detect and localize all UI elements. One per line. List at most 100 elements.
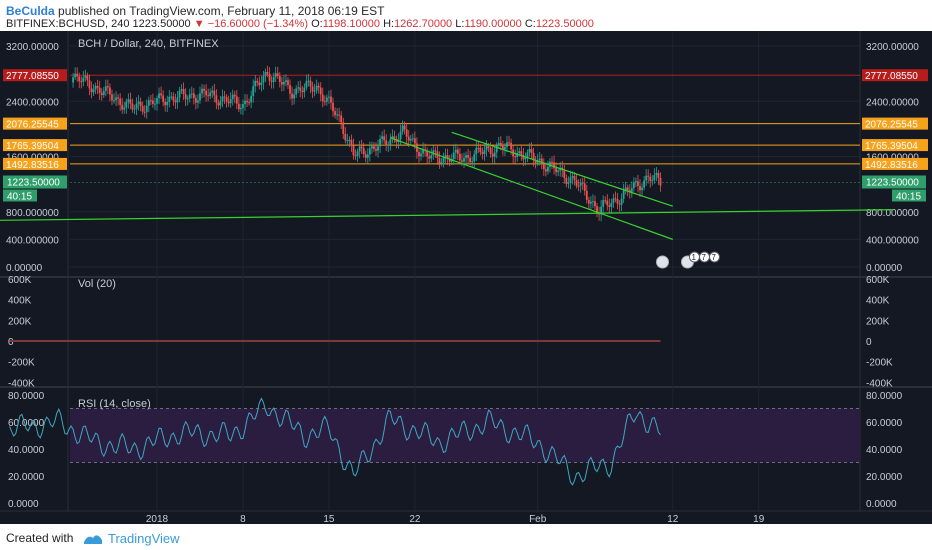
rsi-line (9, 397, 661, 486)
candle-body (524, 158, 527, 160)
candle-body (313, 90, 316, 92)
candle-body (199, 93, 201, 101)
long-term-trendline (0, 209, 894, 221)
candle-body (180, 89, 183, 91)
time-axis-tick: 22 (409, 514, 421, 524)
candle-body (377, 146, 379, 151)
candle-body (338, 114, 341, 116)
candle-body (542, 162, 545, 170)
candle-body (287, 80, 289, 86)
candle-body (471, 161, 474, 163)
candle-body (123, 107, 126, 110)
candle-body (203, 88, 205, 91)
high-value: 1262.70000 (394, 18, 453, 30)
candle-body (399, 131, 402, 140)
candle-body (217, 102, 220, 106)
down-arrow-icon: ▼ (193, 18, 205, 30)
candle-body (581, 182, 584, 184)
candle-body (514, 156, 517, 158)
chart-area[interactable]: 3200.00000 3200.00000 2400.00000 2400.00000… (0, 31, 932, 524)
candle-body (411, 138, 414, 140)
candle-body (278, 75, 281, 82)
candle-body (606, 200, 609, 206)
candle-body (583, 183, 586, 191)
candle-body (219, 101, 222, 106)
footer: Created with TradingView (0, 528, 932, 550)
event-count-badge-text: 7 (701, 253, 706, 262)
candle-body (360, 146, 363, 148)
candle-body (381, 136, 384, 139)
candle-body (309, 80, 312, 87)
level-tag-left (3, 117, 67, 130)
candle-body (194, 98, 197, 103)
candle-body (158, 93, 160, 99)
author-link[interactable]: BeCulda (6, 4, 55, 18)
candle-body (176, 97, 179, 103)
candle-body (547, 167, 549, 172)
candle-body (223, 96, 226, 98)
candle-body (334, 111, 336, 116)
event-count-badge (708, 251, 720, 263)
candle-body (307, 80, 310, 82)
candle-body (610, 202, 613, 207)
level-tag-right (862, 157, 928, 170)
publish-info: BeCulda published on TradingView.com, Fe… (6, 4, 384, 18)
candle-body (391, 136, 394, 140)
candle-body (438, 158, 441, 164)
tradingview-brand[interactable]: TradingView (108, 531, 180, 546)
candle-body (465, 155, 467, 159)
candle-body (530, 149, 533, 153)
price-axis-tick-left: 0.00000 (6, 263, 43, 274)
chart-canvas[interactable]: 3200.00000 3200.00000 2400.00000 2400.00000… (0, 31, 932, 524)
candle-body (344, 133, 347, 141)
candle-body (86, 75, 89, 81)
time-axis-tick: 8 (240, 514, 246, 524)
candle-body (448, 158, 451, 162)
candle-body (317, 85, 320, 88)
candle-body (266, 72, 269, 74)
price-axis-tick-left: 800.000000 (6, 208, 59, 219)
candle-body (444, 155, 447, 158)
price-axis-tick-right: 3200.00000 (866, 42, 919, 53)
candle-body (538, 158, 541, 161)
candle-body (280, 81, 283, 85)
candle-body (137, 101, 140, 104)
candle-body (133, 108, 136, 110)
candle-body (362, 147, 365, 155)
candle-body (608, 205, 611, 207)
candle-body (256, 80, 259, 83)
candle-body (573, 176, 576, 181)
candle-body (88, 80, 91, 89)
rsi-axis-tick-left: 60.0000 (8, 418, 45, 429)
candle-body (325, 97, 328, 102)
candle-body (385, 140, 388, 146)
candle-body (125, 101, 128, 108)
candle-body (489, 147, 492, 154)
channel-lower-trendline (390, 137, 673, 240)
candle-body (639, 185, 641, 191)
tradingview-logo-icon (84, 535, 102, 544)
candle-body (569, 177, 572, 183)
volume-axis-tick-left: 200K (8, 316, 32, 327)
candle-body (477, 147, 480, 149)
candle-body (184, 94, 187, 100)
candle-body (504, 146, 506, 150)
candle-body (393, 136, 396, 139)
candle-body (115, 97, 117, 101)
candle-body (551, 161, 553, 163)
candle-body (299, 87, 302, 91)
candle-body (113, 100, 115, 102)
close-label: C: (524, 18, 536, 30)
candle-body (618, 203, 621, 205)
open-value: 1198.10000 (322, 18, 380, 30)
candle-body (162, 95, 165, 102)
candle-body (240, 108, 242, 110)
price-axis-tick-right: 2400.00000 (866, 97, 919, 108)
candle-body (473, 154, 476, 162)
candle-body (131, 103, 134, 110)
volume-axis-tick-right: 200K (866, 316, 890, 327)
candle-body (475, 147, 478, 155)
time-axis-tick: 15 (323, 514, 335, 524)
candle-body (647, 175, 650, 177)
candle-body (579, 182, 582, 186)
